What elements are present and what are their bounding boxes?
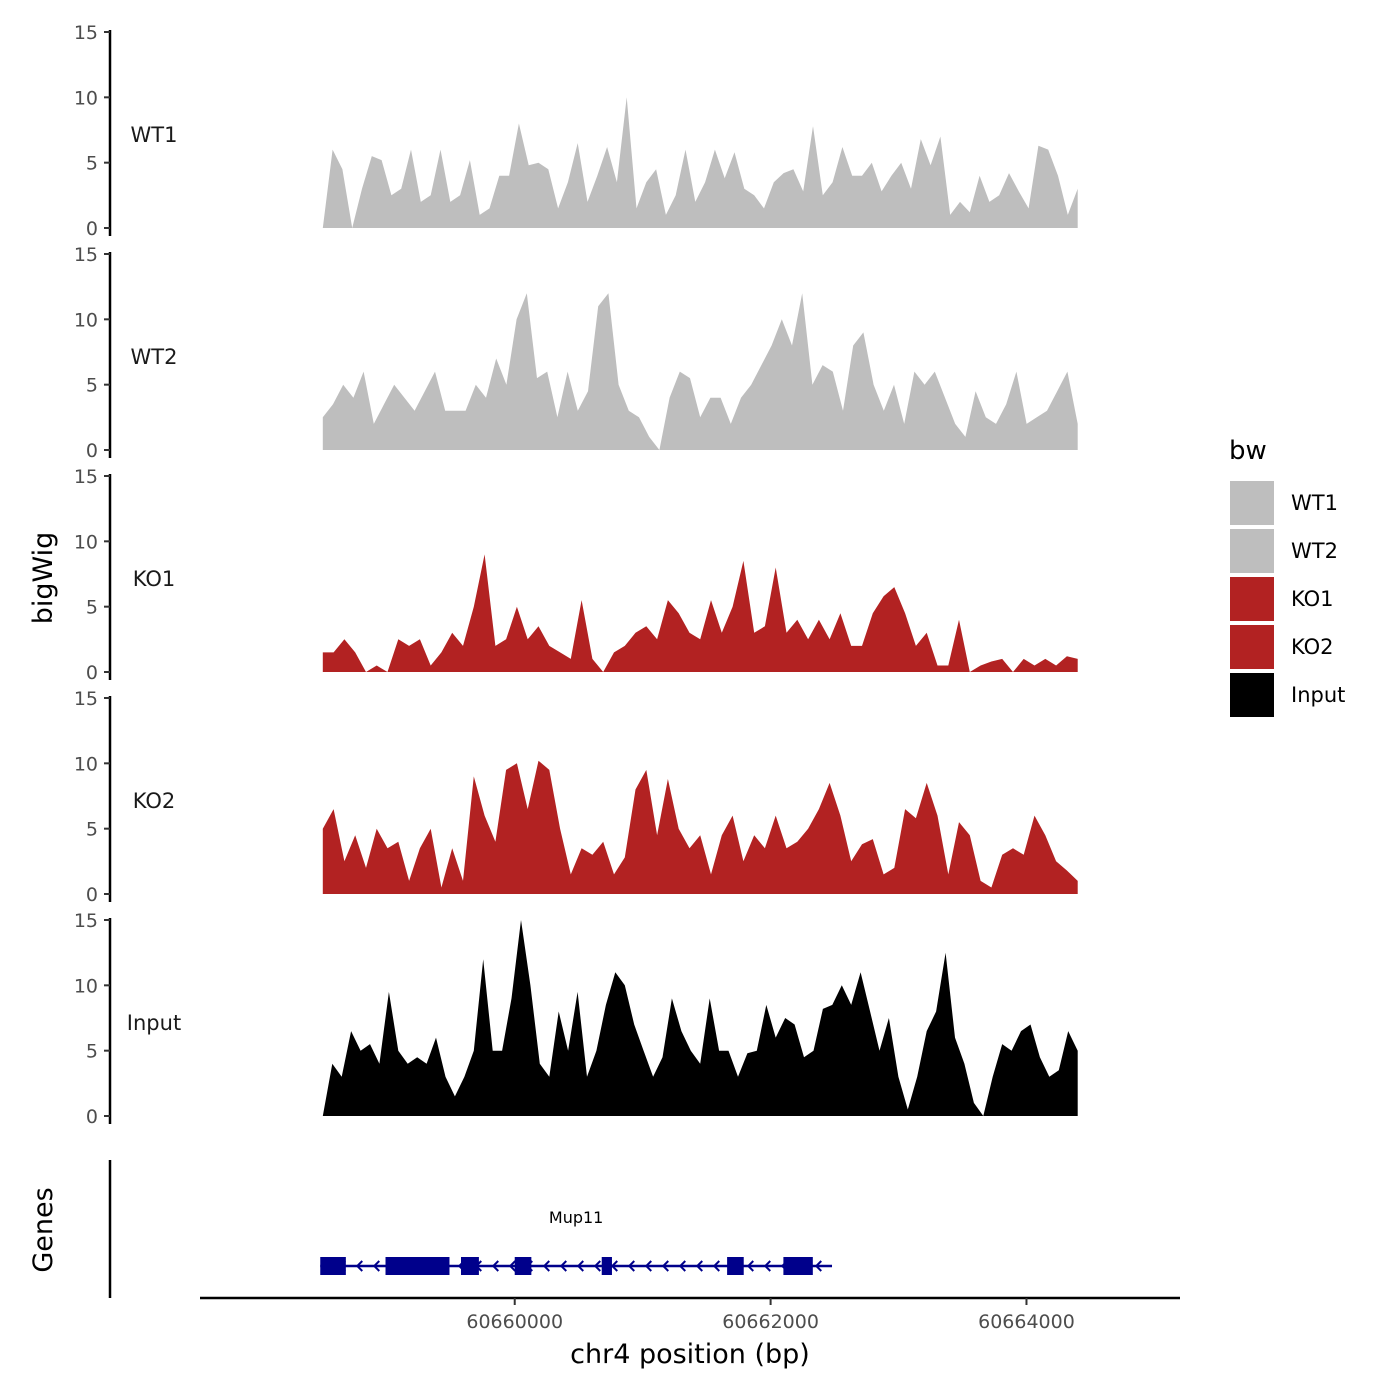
y-tick-label: 15: [74, 466, 98, 488]
gene-exon: [385, 1257, 450, 1275]
y-tick-label: 0: [86, 1106, 98, 1128]
legend-title: bw: [1229, 436, 1267, 466]
strand-chevron: [576, 1260, 584, 1272]
legend-label-wt1: WT1: [1291, 491, 1338, 515]
gene-exon: [601, 1257, 612, 1275]
strand-chevron: [644, 1260, 652, 1272]
y-tick-label: 5: [86, 597, 98, 619]
legend-key-ko2: [1228, 623, 1276, 671]
gene-exon: [320, 1257, 346, 1275]
track-wt1: 0 5 10 15 WT1: [74, 22, 1078, 240]
track-label-wt1: WT1: [131, 123, 178, 147]
strand-chevron: [712, 1260, 720, 1272]
gene-exon: [783, 1257, 813, 1275]
y-tick-label: 5: [86, 1041, 98, 1063]
area-wt1: [322, 97, 1078, 228]
gene-exon: [727, 1257, 744, 1275]
legend-key-input: [1228, 671, 1276, 719]
x-tick-label: 60664000: [978, 1311, 1075, 1333]
y-tick-label: 0: [86, 662, 98, 684]
y-tick-label: 15: [74, 244, 98, 266]
y-tick-label: 0: [86, 440, 98, 462]
y-tick-label: 15: [74, 688, 98, 710]
gene-track: Mup11: [108, 1160, 833, 1298]
legend-key-wt2: [1228, 527, 1276, 575]
track-ko2: 0 5 10 15 KO2: [74, 688, 1078, 906]
y-tick-label: 15: [74, 22, 98, 44]
strand-chevron: [542, 1260, 550, 1272]
area-ko2: [322, 760, 1078, 894]
area-input: [322, 920, 1078, 1116]
legend-key-ko1: [1228, 575, 1276, 623]
strand-chevron: [763, 1260, 771, 1272]
legend-label-ko2: KO2: [1291, 635, 1334, 659]
strand-chevron: [814, 1260, 822, 1272]
strand-chevron: [746, 1260, 754, 1272]
signal-tracks: 0 5 10 15 WT1 0 5 10 15 WT2 0 5 10 15 KO1 0 5 10 15 KO2 0 5 10…: [74, 22, 1078, 1128]
strand-chevron: [372, 1260, 380, 1272]
area-ko1: [322, 554, 1078, 672]
y-tick-label: 15: [74, 910, 98, 932]
strand-chevron: [355, 1260, 363, 1272]
strand-chevron: [695, 1260, 703, 1272]
strand-chevron: [610, 1260, 618, 1272]
legend-key-wt1: [1228, 479, 1276, 527]
y-tick-label: 10: [74, 531, 98, 553]
y-tick-label: 10: [74, 87, 98, 109]
track-label-wt2: WT2: [131, 345, 178, 369]
legend-label-ko1: KO1: [1291, 587, 1334, 611]
gene-exon: [460, 1257, 479, 1275]
y-tick-label: 0: [86, 884, 98, 906]
y-tick-label: 5: [86, 819, 98, 841]
genes-axis-title: Genes: [28, 1187, 59, 1272]
y-tick-label: 5: [86, 153, 98, 175]
legend-label-wt2: WT2: [1291, 539, 1338, 563]
y-tick-label: 10: [74, 753, 98, 775]
x-tick-label: 60660000: [466, 1311, 563, 1333]
y-tick-label: 5: [86, 375, 98, 397]
track-label-ko2: KO2: [133, 789, 176, 813]
x-axis-title: chr4 position (bp): [570, 1339, 810, 1370]
legend: bw WT1 WT2 KO1 KO2 Input: [1228, 436, 1345, 719]
legend-label-input: Input: [1291, 683, 1345, 707]
y-axis-title: bigWig: [28, 532, 59, 625]
strand-chevron: [491, 1260, 499, 1272]
strand-chevron: [661, 1260, 669, 1272]
track-wt2: 0 5 10 15 WT2: [74, 244, 1078, 462]
strand-chevron: [627, 1260, 635, 1272]
track-input: 0 5 10 15 Input: [74, 910, 1078, 1128]
strand-chevron: [593, 1260, 601, 1272]
y-tick-label: 10: [74, 309, 98, 331]
y-tick-label: 10: [74, 975, 98, 997]
gene-exon: [514, 1257, 532, 1275]
strand-chevron: [678, 1260, 686, 1272]
gene-name-label: Mup11: [549, 1208, 603, 1227]
track-label-ko1: KO1: [133, 567, 176, 591]
track-ko1: 0 5 10 15 KO1: [74, 466, 1078, 684]
strand-chevron: [559, 1260, 567, 1272]
track-label-input: Input: [127, 1011, 181, 1035]
strand-chevron: [508, 1260, 516, 1272]
x-tick-label: 60662000: [722, 1311, 819, 1333]
y-tick-label: 0: [86, 218, 98, 240]
x-axis: 60660000 60662000 60664000: [200, 1296, 1180, 1333]
area-wt2: [322, 293, 1078, 450]
